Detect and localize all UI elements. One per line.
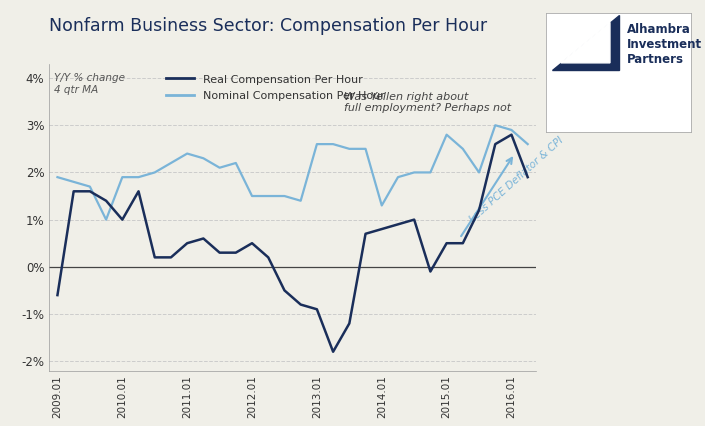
Text: Nonfarm Business Sector: Compensation Per Hour: Nonfarm Business Sector: Compensation Pe… (49, 17, 487, 35)
Polygon shape (561, 22, 610, 63)
Polygon shape (552, 15, 619, 70)
Text: Y/Y % change
4 qtr MA: Y/Y % change 4 qtr MA (54, 73, 125, 95)
Text: Alhambra
Investment
Partners: Alhambra Investment Partners (627, 23, 702, 66)
Text: Less PCE Deflator & CPI: Less PCE Deflator & CPI (467, 135, 565, 225)
Legend: Real Compensation Per Hour, Nominal Compensation Per Hour: Real Compensation Per Hour, Nominal Comp… (162, 69, 389, 106)
Text: Was Yellen right about
full employment? Perhaps not: Was Yellen right about full employment? … (343, 92, 511, 113)
